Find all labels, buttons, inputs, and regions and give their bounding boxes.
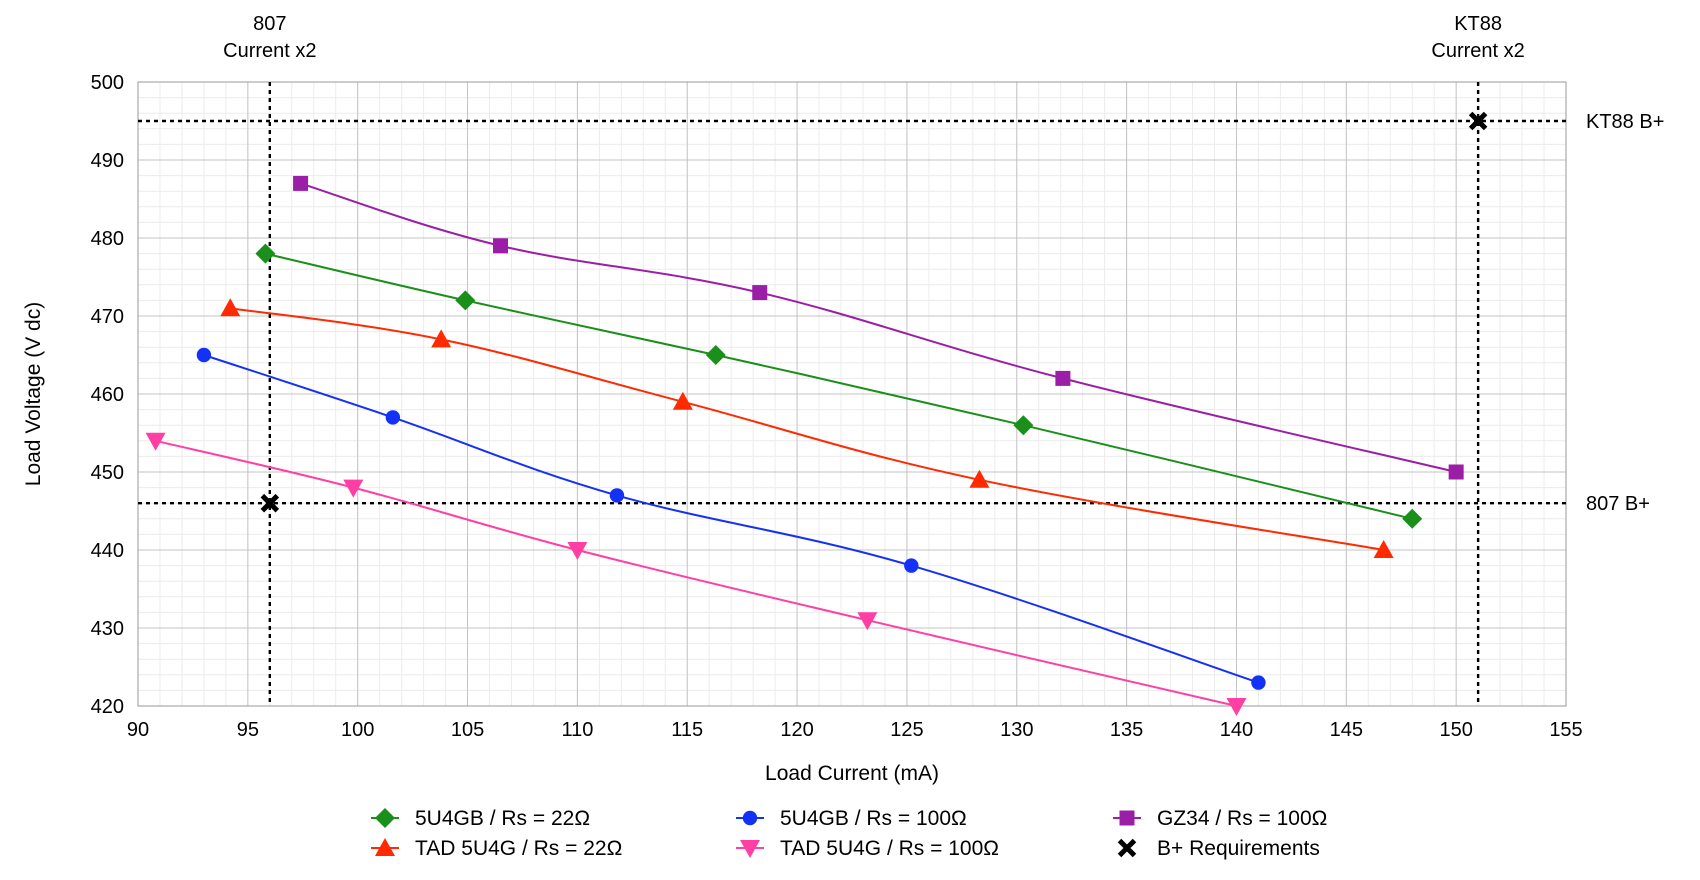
series-line-5 [300,182,1457,473]
y-tick-label: 420 [91,696,124,718]
x-marker-stroke [260,493,280,513]
data-point-square [293,175,309,191]
data-point-triangle-up [431,329,452,348]
x-tick-label: 135 [1110,719,1143,741]
data-point-x [1468,111,1488,131]
data-point-square [1448,464,1464,480]
data-point-diamond [455,290,476,311]
series-markers [145,111,1488,716]
x-tick-label: 100 [341,719,374,741]
vertical-reference-label: KT88 [1454,13,1502,35]
data-point-triangle-up [1373,540,1394,558]
y-tick-label: 440 [91,540,124,562]
x-tick-label: 110 [561,719,593,741]
legend-marker-diamond [375,808,395,828]
data-point-triangle-down [567,542,588,560]
data-point-triangle-down [145,432,166,451]
data-point-square [492,238,508,254]
data-point-circle [196,347,212,363]
x-tick-label: 95 [237,719,259,741]
y-tick-label: 430 [91,618,124,640]
x-tick-label: 150 [1439,719,1472,741]
y-tick-label: 490 [91,150,124,172]
legend-label: GZ34 / Rs = 100Ω [1157,807,1327,830]
horizontal-reference-label: KT88 B+ [1586,111,1664,133]
series-line-3 [203,354,1259,684]
legend-label: TAD 5U4G / Rs = 100Ω [780,837,999,860]
legend-label: B+ Requirements [1157,837,1320,860]
y-tick-label: 480 [91,228,124,250]
vertical-reference-label: Current x2 [1431,40,1524,62]
legend-marker-x [1117,838,1137,858]
legend-marker-square [1119,810,1135,826]
data-point-circle [609,488,625,503]
x-tick-label: 115 [671,719,703,741]
x-marker-stroke [1117,838,1137,858]
vertical-reference-label: 807 [253,13,286,35]
vertical-reference-label: Current x2 [223,40,316,62]
x-axis-tick-labels: 90 95 100 105 110 115 120 125 130 135 140 145 150 155 [127,719,1583,741]
x-axis-label: Load Current (mA) [765,762,939,785]
horizontal-reference-label: 807 B+ [1586,493,1650,515]
legend-label: 5U4GB / Rs = 100Ω [780,807,967,830]
x-tick-label: 120 [780,719,813,741]
data-point-diamond [1402,508,1423,529]
data-point-triangle-up [220,298,241,317]
y-axis-tick-labels: 420 430 440 450 460 470 480 490 500 [91,72,124,718]
data-point-triangle-up [672,391,693,410]
legend-marker-triangle-up [375,838,395,856]
series-line-2 [230,307,1384,551]
y-tick-label: 460 [91,384,124,406]
data-point-diamond [1013,415,1034,436]
data-point-circle [385,410,401,425]
data-point-square [752,285,768,301]
x-marker-stroke [1468,111,1488,131]
series-line-4 [155,439,1237,707]
y-axis-label: Load Voltage (V dc) [22,302,45,486]
x-tick-label: 155 [1549,719,1582,741]
legend-label: TAD 5U4G / Rs = 22Ω [415,837,622,860]
data-point-circle [1251,675,1266,690]
data-point-diamond [255,243,276,264]
legend: 5U4GB / Rs = 22Ω 5U4GB / Rs = 100Ω GZ34 / … [371,807,1327,860]
y-tick-label: 470 [91,306,124,328]
data-point-square [1055,370,1071,386]
x-tick-label: 130 [1000,719,1033,741]
series-lines [155,182,1457,707]
y-tick-label: 450 [91,462,124,484]
data-point-diamond [705,345,726,365]
data-point-circle [904,558,919,573]
data-point-triangle-down [857,612,878,631]
legend-label: 5U4GB / Rs = 22Ω [415,807,590,830]
data-point-triangle-down [1226,698,1247,716]
x-tick-label: 140 [1220,719,1253,741]
series-line-1 [265,252,1413,520]
y-tick-label: 500 [91,72,124,94]
x-tick-label: 105 [451,719,484,741]
x-tick-label: 125 [890,719,923,741]
data-point-x [260,493,280,513]
x-tick-label: 145 [1330,719,1363,741]
legend-marker-circle [742,810,758,826]
x-tick-label: 90 [127,719,149,741]
plot-area-frame [137,81,1567,707]
reference-lines: 807 Current x2 KT88 Current x2 KT88 B+ 807 B+ [138,13,1664,706]
data-point-triangle-down [343,479,364,498]
legend-marker-triangle-down [740,840,760,858]
data-point-triangle-up [969,469,990,488]
